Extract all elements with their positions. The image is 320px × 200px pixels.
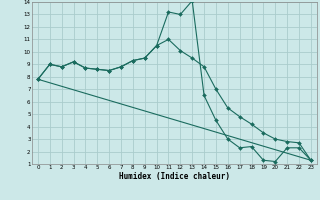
- X-axis label: Humidex (Indice chaleur): Humidex (Indice chaleur): [119, 172, 230, 181]
